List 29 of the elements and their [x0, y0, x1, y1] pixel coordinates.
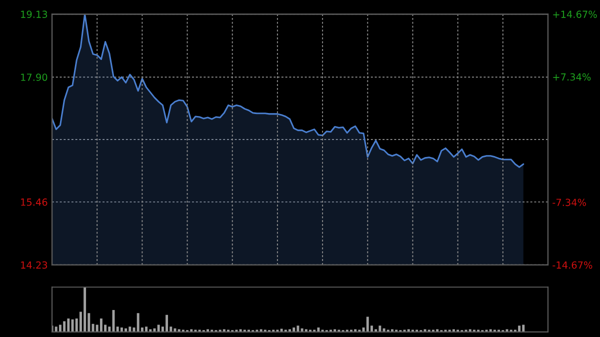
bar	[157, 324, 160, 332]
bar	[518, 326, 521, 332]
bar	[296, 326, 300, 332]
y-tick-label: 17.90	[21, 74, 48, 81]
bar	[145, 326, 148, 332]
y-tick-label: 15.46	[21, 198, 48, 206]
y2-tick-label: +7.34%	[553, 73, 591, 81]
bar	[317, 327, 320, 332]
bar	[84, 287, 86, 332]
bar	[100, 318, 102, 332]
y-tick-label: 14.23	[21, 261, 48, 269]
bar	[58, 324, 62, 332]
y2-tick-label: -14.67%	[552, 261, 592, 269]
bar	[108, 326, 111, 332]
bar	[116, 326, 119, 332]
bar	[292, 327, 296, 332]
bar	[136, 313, 140, 332]
y2-tick-label: -7.34%	[552, 198, 586, 206]
y-tick-label: 19.13	[21, 10, 48, 18]
bar	[366, 316, 369, 332]
bar	[522, 324, 525, 332]
bar	[128, 326, 132, 332]
bar	[63, 321, 66, 332]
y2-tick-label: +14.67%	[553, 10, 597, 18]
bar	[120, 327, 123, 332]
bar	[54, 326, 58, 332]
bar	[378, 326, 382, 332]
bar	[166, 314, 168, 332]
bar	[67, 318, 70, 332]
